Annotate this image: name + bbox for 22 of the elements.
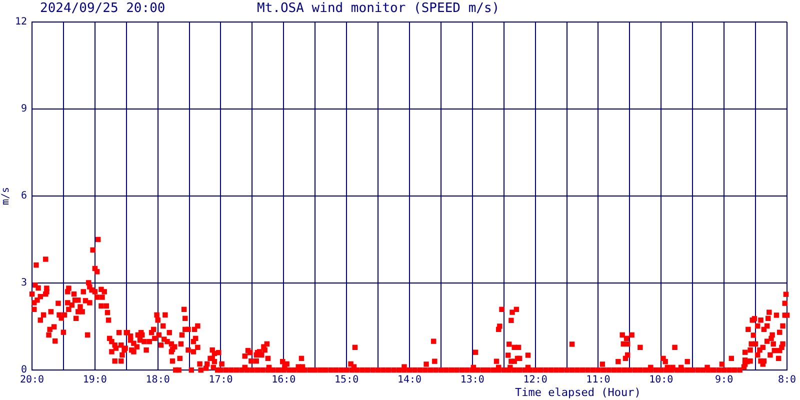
x-tick-label: 16:0 — [272, 374, 296, 386]
x-tick-label: 17:0 — [208, 374, 233, 386]
x-tick-label: 9:0 — [715, 374, 734, 386]
x-tick-label: 15:0 — [334, 374, 359, 386]
x-axis-title: Time elapsed (Hour) — [515, 386, 641, 399]
x-tick-label: 13:0 — [460, 374, 484, 386]
x-tick-label: 11:0 — [586, 374, 610, 386]
x-tick-label: 20:0 — [20, 374, 44, 386]
y-axis-title: m/s — [0, 186, 12, 206]
x-tick-label: 10:0 — [649, 374, 674, 386]
x-tick-label: 19:0 — [82, 374, 107, 386]
y-tick-label: 0 — [20, 364, 27, 376]
x-tick-label: 12:0 — [523, 374, 548, 386]
y-tick-label: 9 — [20, 104, 27, 115]
y-tick-label: 6 — [20, 190, 27, 202]
y-tick-label: 3 — [20, 278, 27, 289]
x-tick-label: 18:0 — [146, 374, 170, 386]
chart-subtitle: 2024/09/25 20:00 — [40, 1, 166, 16]
x-tick-label: 8:0 — [778, 374, 796, 386]
chart-title: Mt.OSA wind monitor (SPEED m/s) — [257, 1, 500, 16]
x-tick-label: 14:0 — [397, 374, 422, 386]
y-tick-label: 12 — [14, 16, 27, 28]
